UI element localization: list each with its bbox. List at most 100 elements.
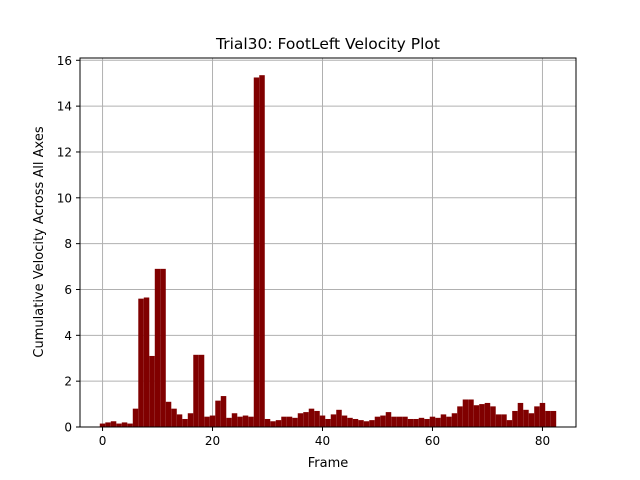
y-tick-label: 10 bbox=[57, 191, 72, 205]
bar bbox=[528, 413, 535, 427]
x-tick-label: 80 bbox=[535, 434, 550, 448]
bar bbox=[99, 423, 106, 427]
bars bbox=[99, 75, 557, 427]
bar bbox=[429, 416, 436, 427]
bar bbox=[198, 354, 205, 427]
x-tick-label: 20 bbox=[205, 434, 220, 448]
bar bbox=[325, 418, 331, 427]
bar bbox=[457, 406, 463, 427]
bar bbox=[264, 418, 271, 427]
x-tick-label: 40 bbox=[315, 434, 330, 448]
bar bbox=[171, 408, 177, 427]
bar bbox=[160, 268, 166, 427]
y-tick-label: 14 bbox=[57, 100, 72, 114]
bar bbox=[292, 417, 298, 427]
bar bbox=[330, 414, 337, 427]
bar bbox=[226, 417, 232, 427]
bar bbox=[341, 415, 348, 427]
bar bbox=[402, 416, 408, 427]
bar bbox=[116, 423, 122, 427]
bar bbox=[424, 418, 430, 427]
bar bbox=[336, 409, 342, 427]
bar bbox=[209, 415, 216, 427]
y-tick-label: 0 bbox=[64, 421, 72, 435]
bar bbox=[440, 414, 447, 427]
y-tick-label: 12 bbox=[57, 145, 72, 159]
bar bbox=[242, 415, 249, 427]
bar bbox=[127, 423, 133, 427]
bar bbox=[176, 414, 183, 427]
x-tick-label: 0 bbox=[99, 434, 107, 448]
bar bbox=[523, 409, 529, 427]
bar bbox=[506, 420, 513, 427]
bar bbox=[490, 406, 496, 427]
chart-title: Trial30: FootLeft Velocity Plot bbox=[215, 35, 440, 53]
bar bbox=[237, 416, 243, 427]
bar bbox=[253, 77, 260, 427]
bar bbox=[204, 416, 210, 427]
bar bbox=[407, 418, 414, 427]
bar bbox=[391, 416, 397, 427]
bar bbox=[105, 422, 111, 427]
plot-frame bbox=[79, 57, 577, 428]
bar bbox=[374, 416, 381, 427]
y-tick-label: 16 bbox=[57, 54, 72, 68]
bar bbox=[182, 418, 188, 427]
bar bbox=[435, 417, 441, 427]
bar bbox=[418, 417, 425, 427]
bar bbox=[132, 408, 139, 427]
bar bbox=[512, 410, 518, 427]
bar bbox=[286, 416, 293, 427]
bar bbox=[352, 418, 359, 427]
bar bbox=[259, 75, 265, 427]
bar bbox=[149, 355, 155, 427]
bar bbox=[193, 354, 199, 427]
bar bbox=[462, 399, 469, 427]
bar bbox=[165, 401, 172, 427]
bar bbox=[319, 415, 326, 427]
bar bbox=[451, 413, 458, 427]
bar bbox=[270, 421, 276, 427]
x-tick-label: 60 bbox=[425, 434, 440, 448]
bar bbox=[220, 396, 227, 427]
y-tick-label: 6 bbox=[64, 283, 72, 297]
y-tick-label: 4 bbox=[64, 329, 72, 343]
bar bbox=[275, 420, 282, 427]
bar bbox=[281, 416, 287, 427]
bar bbox=[369, 420, 375, 427]
bar bbox=[358, 420, 364, 427]
bar bbox=[473, 405, 480, 427]
bar bbox=[396, 416, 403, 427]
bar bbox=[363, 421, 370, 427]
bar bbox=[534, 406, 540, 427]
y-tick-label: 8 bbox=[64, 237, 72, 251]
bar bbox=[539, 402, 546, 427]
x-axis-label: Frame bbox=[308, 456, 349, 471]
bar bbox=[479, 404, 485, 427]
y-axis-label: Cumulative Velocity Across All Axes bbox=[32, 126, 47, 357]
bar bbox=[248, 416, 254, 427]
bar bbox=[347, 417, 353, 427]
bar bbox=[545, 410, 551, 427]
bar bbox=[154, 268, 161, 427]
bar bbox=[495, 414, 502, 427]
bar bbox=[446, 416, 452, 427]
bar bbox=[484, 402, 491, 427]
bar bbox=[501, 414, 507, 427]
bar bbox=[314, 410, 320, 427]
bar bbox=[413, 418, 419, 427]
bar bbox=[121, 422, 128, 427]
bar bbox=[138, 298, 144, 427]
bar bbox=[550, 410, 557, 427]
y-tick-label: 2 bbox=[64, 375, 72, 389]
bar bbox=[215, 400, 221, 427]
bar bbox=[517, 402, 524, 427]
bar bbox=[187, 413, 194, 427]
ticks: 0 20 40 60 80 0 2 4 6 8 10 12 14 16 bbox=[57, 54, 550, 448]
bar bbox=[303, 412, 309, 427]
bar bbox=[110, 421, 117, 427]
bar bbox=[385, 412, 392, 427]
